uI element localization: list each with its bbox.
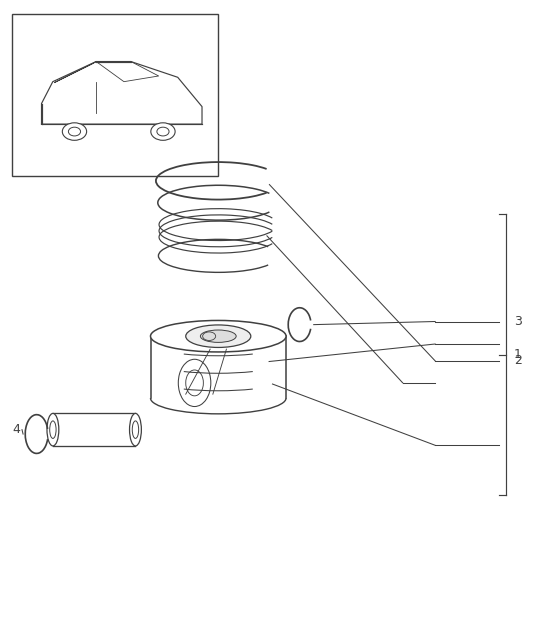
Text: 2: 2 — [514, 354, 522, 367]
Ellipse shape — [150, 320, 286, 352]
Text: 1: 1 — [514, 348, 522, 361]
Ellipse shape — [186, 325, 251, 347]
Ellipse shape — [62, 123, 87, 140]
Text: 3: 3 — [514, 315, 522, 328]
Bar — [12, 14, 219, 176]
Ellipse shape — [130, 413, 141, 446]
Ellipse shape — [201, 330, 236, 342]
Ellipse shape — [151, 123, 175, 140]
Text: 4: 4 — [12, 423, 20, 436]
Ellipse shape — [47, 413, 59, 446]
